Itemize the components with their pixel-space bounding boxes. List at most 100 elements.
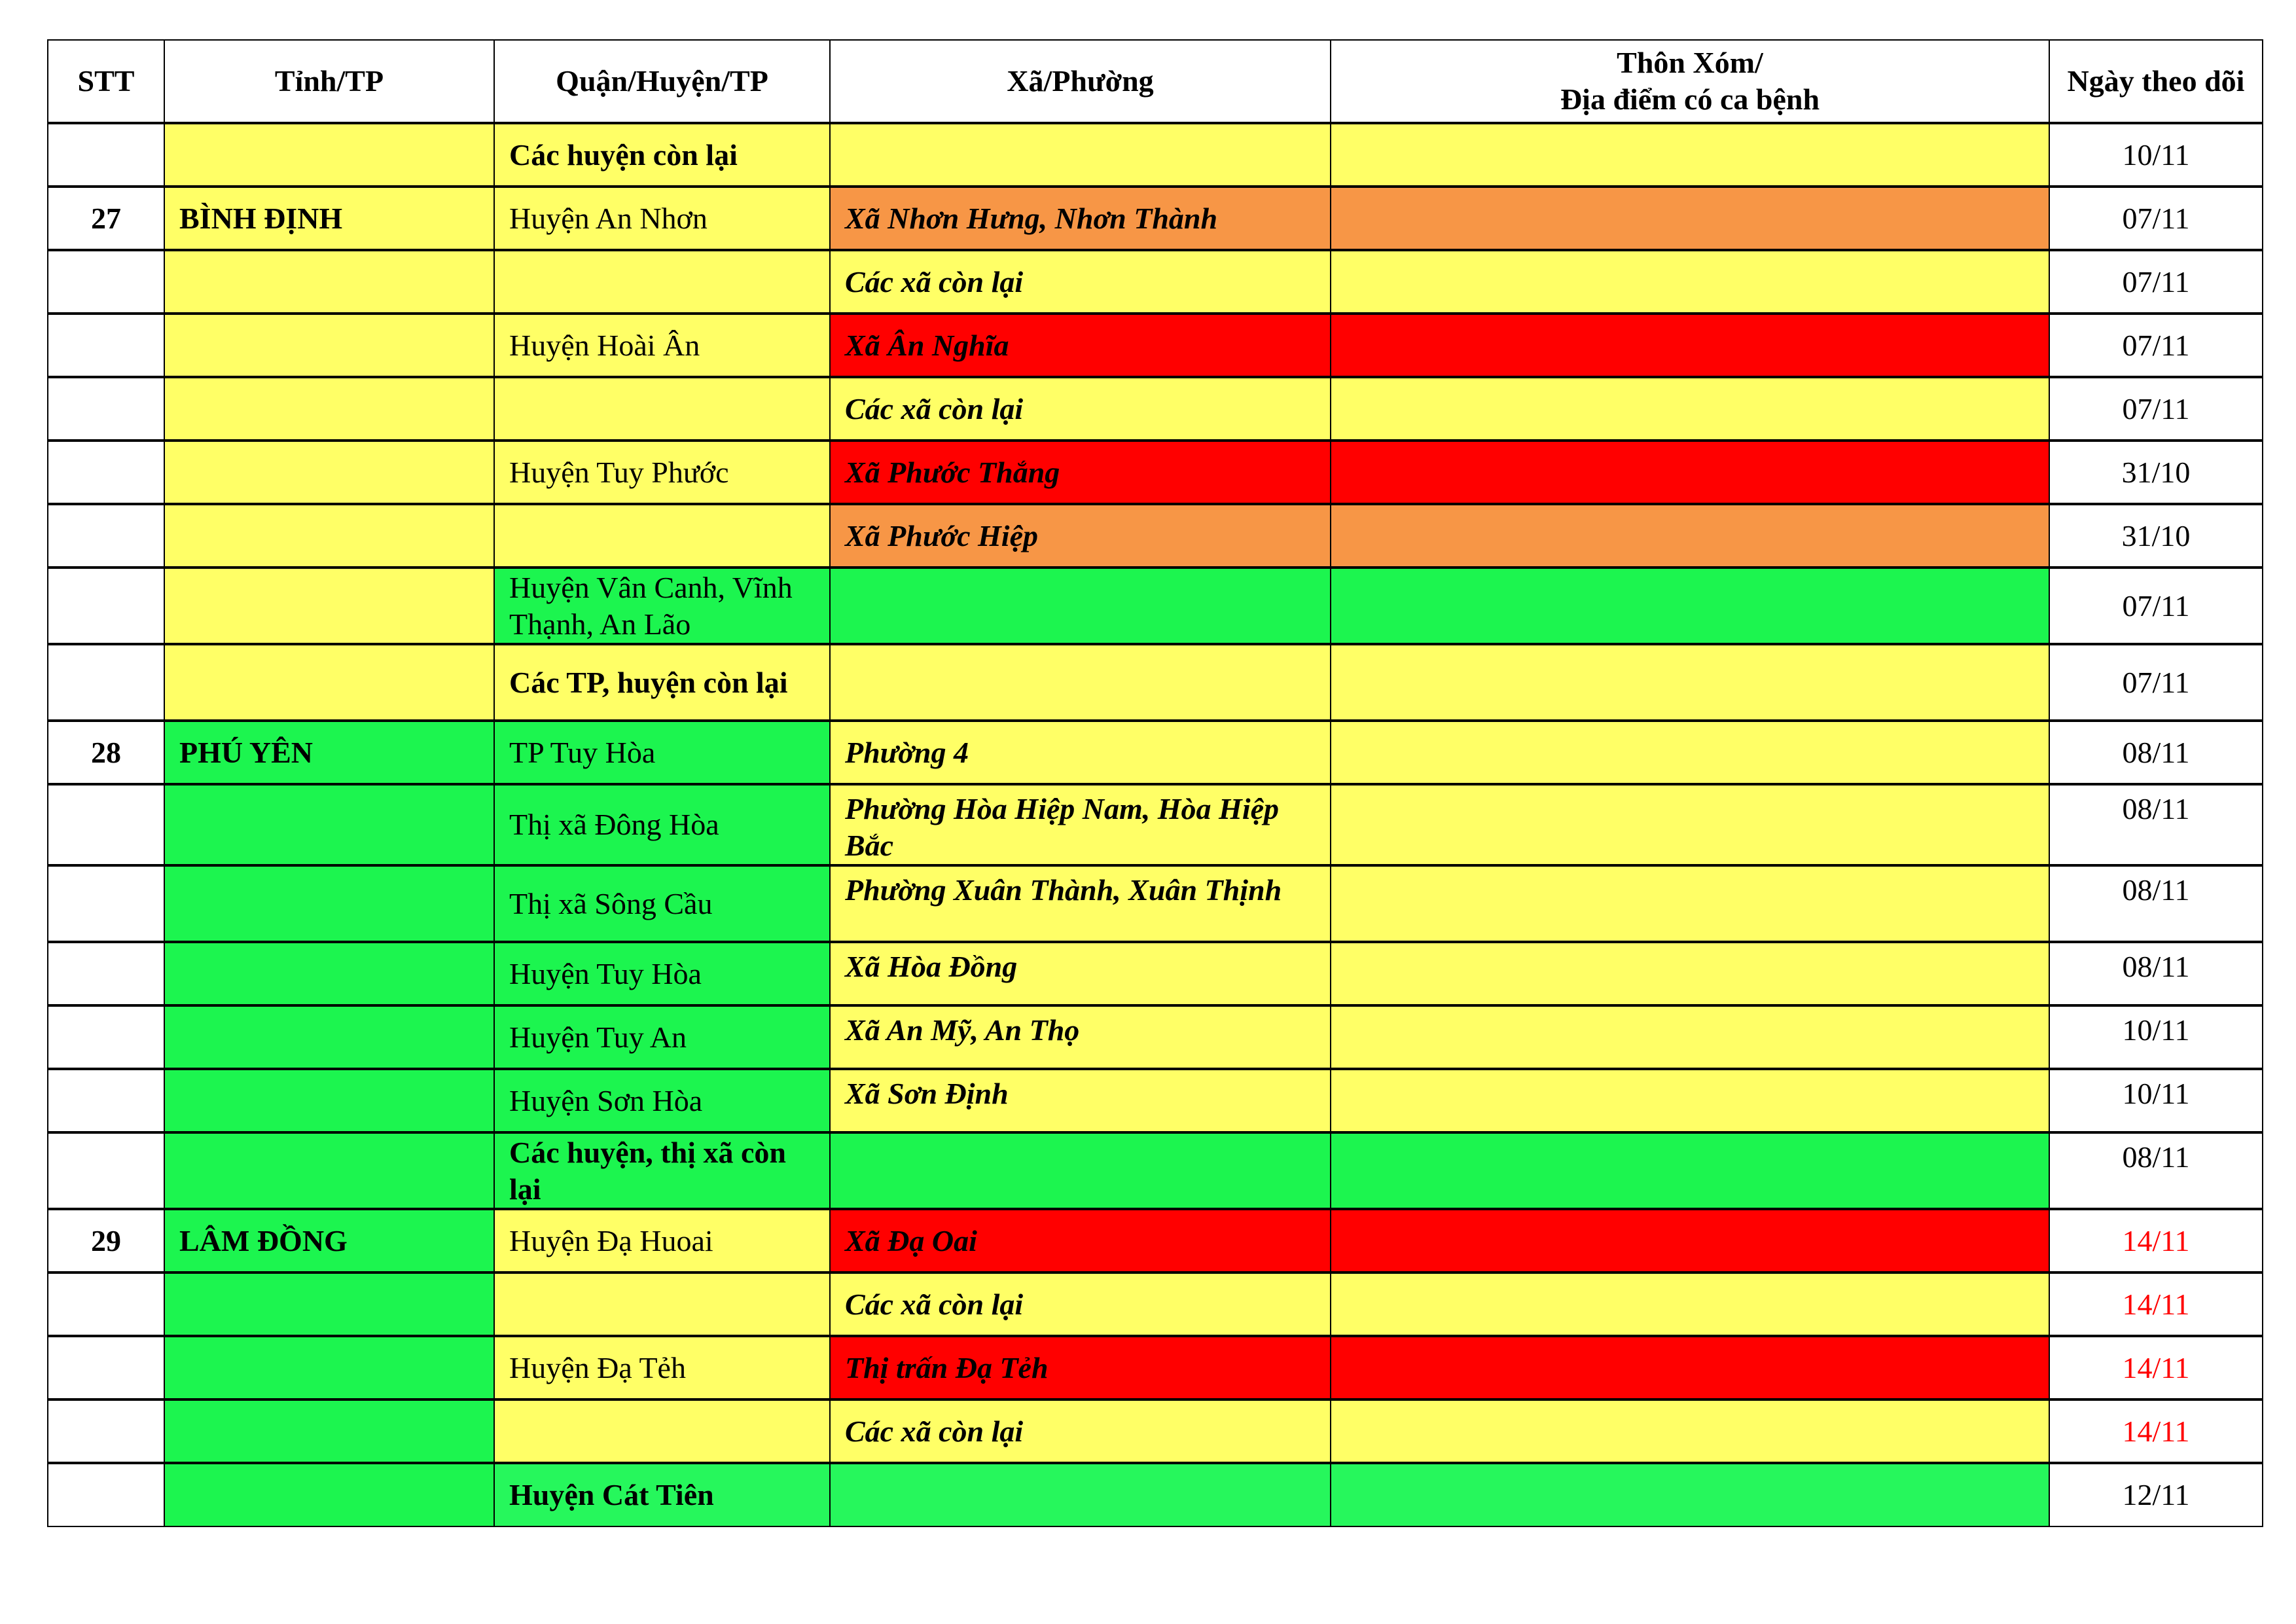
commune-cell: Thị trấn Đạ Tẻh — [829, 1335, 1331, 1400]
table-row: Huyện Hoài Ân Xã Ân Nghĩa 07/11 — [47, 312, 2263, 378]
province-cell — [164, 312, 495, 378]
stt-cell: 28 — [47, 719, 165, 785]
table-row: Các TP, huyện còn lại 07/11 — [47, 643, 2263, 721]
date-cell: 10/11 — [2049, 1068, 2263, 1133]
location-cell — [1330, 783, 2050, 866]
commune-cell: Xã Hòa Đồng — [829, 941, 1331, 1006]
outbreak-table: STT Tỉnh/TP Quận/Huyện/TP Xã/Phường Thôn… — [47, 39, 2263, 1527]
table-row: Huyện Cát Tiên 12/11 — [47, 1462, 2263, 1527]
stt-cell — [47, 122, 165, 187]
commune-cell: Xã Đạ Oai — [829, 1208, 1331, 1273]
district-cell — [493, 1398, 831, 1464]
location-cell — [1330, 1068, 2050, 1133]
commune-cell: Phường 4 — [829, 719, 1331, 785]
location-cell — [1330, 122, 2050, 187]
commune-cell: Các xã còn lại — [829, 249, 1331, 314]
commune-cell: Phường Xuân Thành, Xuân Thịnh — [829, 864, 1331, 943]
location-cell — [1330, 643, 2050, 721]
date-cell: 07/11 — [2049, 643, 2263, 721]
province-cell — [164, 1068, 495, 1133]
date-cell: 07/11 — [2049, 566, 2263, 645]
province-cell — [164, 783, 495, 866]
table-row: 27 BÌNH ĐỊNH Huyện An Nhơn Xã Nhơn Hưng, Nh… — [47, 185, 2263, 251]
stt-cell — [47, 941, 165, 1006]
stt-cell — [47, 1131, 165, 1210]
commune-cell — [829, 1131, 1331, 1210]
stt-cell — [47, 1004, 165, 1070]
location-cell — [1330, 376, 2050, 441]
date-cell: 08/11 — [2049, 941, 2263, 1006]
location-cell — [1330, 185, 2050, 251]
date-cell: 14/11 — [2049, 1271, 2263, 1337]
commune-cell: Xã Phước Hiệp — [829, 503, 1331, 568]
date-cell: 08/11 — [2049, 864, 2263, 943]
header-date: Ngày theo dõi — [2049, 39, 2263, 124]
district-cell — [493, 249, 831, 314]
table-row: Các xã còn lại 14/11 — [47, 1398, 2263, 1464]
district-cell: Huyện An Nhơn — [493, 185, 831, 251]
district-cell: Các huyện, thị xã còn lại — [493, 1131, 831, 1210]
commune-cell: Xã Ân Nghĩa — [829, 312, 1331, 378]
date-cell: 31/10 — [2049, 439, 2263, 505]
province-cell — [164, 1131, 495, 1210]
header-district: Quận/Huyện/TP — [493, 39, 831, 124]
location-cell — [1330, 1462, 2050, 1527]
commune-cell: Xã Phước Thắng — [829, 439, 1331, 505]
stt-cell: 27 — [47, 185, 165, 251]
province-cell: LÂM ĐỒNG — [164, 1208, 495, 1273]
district-cell: Huyện Tuy Hòa — [493, 941, 831, 1006]
table-body: Các huyện còn lại 10/11 27 BÌNH ĐỊNH Huyện A… — [47, 122, 2263, 1527]
district-cell: Huyện Sơn Hòa — [493, 1068, 831, 1133]
district-cell: Thị xã Sông Cầu — [493, 864, 831, 943]
location-cell — [1330, 312, 2050, 378]
table-row: Các xã còn lại 07/11 — [47, 376, 2263, 441]
location-cell — [1330, 1335, 2050, 1400]
province-cell — [164, 1398, 495, 1464]
table-row: 28 PHÚ YÊN TP Tuy Hòa Phường 4 08/11 — [47, 719, 2263, 785]
table-row: Huyện Sơn Hòa Xã Sơn Định 10/11 — [47, 1068, 2263, 1133]
date-cell: 31/10 — [2049, 503, 2263, 568]
date-cell: 07/11 — [2049, 376, 2263, 441]
stt-cell — [47, 864, 165, 943]
table-row: Thị xã Đông Hòa Phường Hòa Hiệp Nam, Hòa … — [47, 783, 2263, 866]
table-row: Huyện Tuy Phước Xã Phước Thắng 31/10 — [47, 439, 2263, 505]
location-cell — [1330, 1004, 2050, 1070]
header-commune: Xã/Phường — [829, 39, 1331, 124]
province-cell — [164, 941, 495, 1006]
location-cell — [1330, 1208, 2050, 1273]
district-cell — [493, 503, 831, 568]
commune-cell: Xã Sơn Định — [829, 1068, 1331, 1133]
location-cell — [1330, 1398, 2050, 1464]
district-cell: Các huyện còn lại — [493, 122, 831, 187]
district-cell: Huyện Tuy An — [493, 1004, 831, 1070]
stt-cell — [47, 1398, 165, 1464]
province-cell — [164, 249, 495, 314]
header-row: STT Tỉnh/TP Quận/Huyện/TP Xã/Phường Thôn… — [47, 39, 2263, 124]
location-cell — [1330, 719, 2050, 785]
district-cell — [493, 1271, 831, 1337]
date-cell: 07/11 — [2049, 185, 2263, 251]
date-cell: 10/11 — [2049, 1004, 2263, 1070]
district-cell: TP Tuy Hòa — [493, 719, 831, 785]
district-cell: Huyện Tuy Phước — [493, 439, 831, 505]
stt-cell — [47, 783, 165, 866]
district-cell: Huyện Cát Tiên — [493, 1462, 831, 1527]
table-row: 29 LÂM ĐỒNG Huyện Đạ Huoai Xã Đạ Oai 14/11 — [47, 1208, 2263, 1273]
commune-cell: Xã Nhơn Hưng, Nhơn Thành — [829, 185, 1331, 251]
commune-cell — [829, 1462, 1331, 1527]
header-location: Thôn Xóm/ Địa điểm có ca bệnh — [1330, 39, 2050, 124]
district-cell: Huyện Đạ Tẻh — [493, 1335, 831, 1400]
stt-cell — [47, 376, 165, 441]
province-cell — [164, 376, 495, 441]
stt-cell — [47, 643, 165, 721]
province-cell — [164, 864, 495, 943]
province-cell — [164, 1004, 495, 1070]
table-row: Các huyện còn lại 10/11 — [47, 122, 2263, 187]
table-row: Các huyện, thị xã còn lại 08/11 — [47, 1131, 2263, 1210]
commune-cell: Các xã còn lại — [829, 1398, 1331, 1464]
stt-cell — [47, 503, 165, 568]
stt-cell — [47, 312, 165, 378]
province-cell — [164, 1271, 495, 1337]
commune-cell — [829, 122, 1331, 187]
location-cell — [1330, 941, 2050, 1006]
